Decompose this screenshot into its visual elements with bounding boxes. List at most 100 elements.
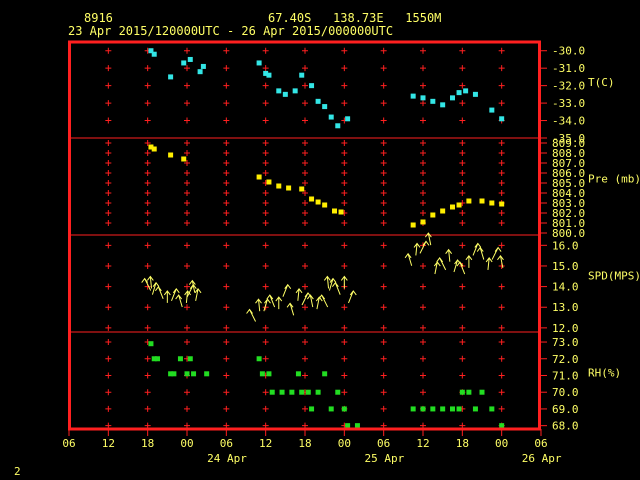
grid-cross bbox=[420, 47, 426, 54]
wind-arrow bbox=[146, 275, 154, 289]
grid-cross bbox=[105, 140, 112, 146]
grid-cross bbox=[498, 170, 505, 176]
panel-label: SPD(MPS) bbox=[588, 270, 640, 283]
grid-cross bbox=[498, 150, 505, 156]
y-tick-label: 807.0 bbox=[552, 157, 585, 170]
station-id: 8916 bbox=[84, 11, 113, 25]
wind-arrow bbox=[263, 298, 271, 312]
humidity-point bbox=[420, 406, 426, 412]
y-tick-label: 12.0 bbox=[552, 322, 579, 335]
date-label: 26 Apr bbox=[522, 452, 562, 465]
temperature-point bbox=[489, 107, 495, 113]
grid-cross bbox=[223, 117, 230, 124]
humidity-point bbox=[305, 389, 311, 395]
grid-cross bbox=[420, 65, 426, 72]
wind-arrow bbox=[328, 277, 337, 291]
temperature-point bbox=[276, 88, 282, 94]
grid-cross bbox=[341, 47, 348, 54]
panel-label: Pre (mb) bbox=[588, 173, 640, 186]
pressure-point bbox=[466, 198, 472, 204]
grid-cross bbox=[420, 324, 426, 331]
grid-cross bbox=[144, 355, 151, 362]
grid-cross bbox=[262, 339, 269, 346]
grid-cross bbox=[144, 190, 151, 196]
y-tick-label: 15.0 bbox=[552, 260, 579, 273]
grid-cross bbox=[420, 117, 426, 124]
pressure-point bbox=[148, 144, 154, 150]
grid-cross bbox=[184, 210, 190, 216]
grid-cross bbox=[184, 389, 190, 396]
grid-cross bbox=[380, 82, 387, 89]
grid-cross bbox=[302, 283, 308, 290]
y-tick-label: 73.0 bbox=[552, 336, 579, 349]
grid-cross bbox=[498, 160, 505, 166]
grid-cross bbox=[302, 170, 308, 176]
grid-cross bbox=[184, 283, 190, 290]
grid-cross bbox=[184, 242, 190, 249]
wind-arrow bbox=[286, 302, 295, 316]
grid-cross bbox=[262, 355, 269, 362]
grid-cross bbox=[184, 47, 190, 54]
grid-cross bbox=[144, 242, 151, 249]
humidity-point bbox=[289, 389, 295, 395]
temperature-point bbox=[345, 116, 351, 122]
pressure-point bbox=[430, 212, 436, 218]
grid-cross bbox=[498, 389, 505, 396]
grid-cross bbox=[105, 200, 112, 206]
grid-cross bbox=[341, 160, 348, 166]
grid-cross bbox=[302, 100, 308, 107]
x-tick-label: 18 bbox=[298, 437, 311, 450]
grid-cross bbox=[420, 372, 426, 379]
temperature-point bbox=[322, 104, 328, 110]
y-tick-label: 70.0 bbox=[552, 386, 579, 399]
grid-cross bbox=[302, 117, 308, 124]
grid-cross bbox=[420, 82, 426, 89]
pressure-point bbox=[479, 198, 485, 204]
grid-cross bbox=[184, 65, 190, 72]
grid-cross bbox=[302, 220, 308, 226]
humidity-point bbox=[341, 406, 347, 412]
grid-cross bbox=[184, 262, 190, 269]
grid-cross bbox=[459, 117, 466, 124]
y-tick-label: 804.0 bbox=[552, 187, 585, 200]
humidity-point bbox=[256, 356, 262, 362]
grid-cross bbox=[380, 150, 387, 156]
grid-cross bbox=[144, 65, 151, 72]
grid-cross bbox=[420, 304, 426, 311]
pressure-point bbox=[456, 202, 462, 208]
grid-cross bbox=[144, 180, 151, 186]
x-tick-label: 06 bbox=[220, 437, 233, 450]
grid-cross bbox=[223, 283, 230, 290]
humidity-point bbox=[479, 389, 485, 395]
humidity-point bbox=[466, 389, 472, 395]
date-label: 24 Apr bbox=[207, 452, 247, 465]
pressure-point bbox=[168, 152, 174, 158]
grid-cross bbox=[262, 405, 269, 412]
pressure-panel: 809.0808.0807.0806.0805.0804.0803.0802.0… bbox=[69, 137, 640, 240]
grid-cross bbox=[262, 210, 269, 216]
grid-cross bbox=[184, 339, 190, 346]
panel-label: RH(%) bbox=[588, 367, 621, 380]
y-tick-label: 809.0 bbox=[552, 137, 585, 150]
grid-cross bbox=[144, 389, 151, 396]
wind-panel: 16.0 15.0 14.0 13.0 12.0 SPD(MPS) bbox=[69, 232, 640, 335]
pressure-point bbox=[322, 202, 328, 208]
grid-cross bbox=[144, 200, 151, 206]
temperature-point bbox=[472, 91, 478, 97]
grid-cross bbox=[184, 405, 190, 412]
grid-cross bbox=[380, 117, 387, 124]
wind-arrow bbox=[419, 240, 430, 254]
wind-arrow bbox=[340, 275, 348, 289]
grid-cross bbox=[459, 170, 466, 176]
grid-cross bbox=[262, 150, 269, 156]
grid-cross bbox=[498, 100, 505, 107]
wind-arrow bbox=[318, 294, 329, 308]
grid-cross bbox=[223, 304, 230, 311]
grid-cross bbox=[380, 140, 387, 146]
grid-cross bbox=[459, 140, 466, 146]
grid-cross bbox=[459, 150, 466, 156]
humidity-point bbox=[151, 356, 157, 362]
grid-cross bbox=[380, 200, 387, 206]
wind-arrow bbox=[275, 296, 283, 310]
grid-cross bbox=[341, 339, 348, 346]
